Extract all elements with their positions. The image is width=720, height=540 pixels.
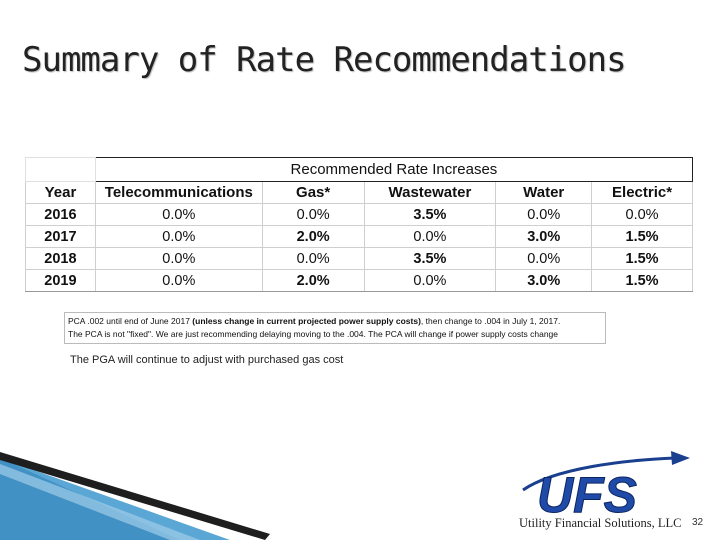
column-header-gas: Gas* <box>261 181 365 204</box>
table-row: 2018 0.0% 0.0% 3.5% 0.0% 1.5% <box>25 247 693 270</box>
rate-cell: 1.5% <box>591 225 693 248</box>
slide-title: Summary of Rate Recommendations <box>22 40 627 80</box>
table-row: 2019 0.0% 2.0% 0.0% 3.0% 1.5% <box>25 269 693 292</box>
page-number: 32 <box>692 517 704 528</box>
rate-cell: 0.0% <box>261 203 365 226</box>
rate-cell: 3.5% <box>363 247 497 270</box>
pca-note-line-2: The PCA is not "fixed". We are just reco… <box>68 329 559 339</box>
table-row: 2016 0.0% 0.0% 3.5% 0.0% 0.0% <box>25 203 693 226</box>
rate-cell: 3.0% <box>495 225 593 248</box>
rate-recommendations-table: Recommended Rate Increases Year Telecomm… <box>25 157 694 292</box>
rate-cell: 0.0% <box>94 269 263 292</box>
ufs-logo: UFS Utility Financial Solutions, LLC <box>515 450 700 538</box>
rate-cell: 0.0% <box>591 203 693 226</box>
rate-cell: 0.0% <box>495 247 593 270</box>
year-cell: 2016 <box>25 203 96 226</box>
column-header-electric: Electric* <box>591 181 693 204</box>
rate-cell: 1.5% <box>591 247 693 270</box>
rate-cell: 3.0% <box>495 269 593 292</box>
rate-cell: 2.0% <box>261 225 365 248</box>
logo-letters: UFS <box>537 467 637 516</box>
year-cell: 2019 <box>25 269 96 292</box>
rate-cell: 0.0% <box>363 269 497 292</box>
table-group-header: Recommended Rate Increases <box>94 157 694 182</box>
rate-cell: 0.0% <box>94 225 263 248</box>
year-cell: 2017 <box>25 225 96 248</box>
pca-note-line-1: PCA .002 until end of June 2017 (unless … <box>68 316 561 326</box>
table-row: 2017 0.0% 2.0% 0.0% 3.0% 1.5% <box>25 225 693 248</box>
table-column-header-row: Year Telecommunications Gas* Wastewater … <box>25 181 693 204</box>
rate-cell: 0.0% <box>94 247 263 270</box>
column-header-water: Water <box>495 181 593 204</box>
rate-cell: 0.0% <box>94 203 263 226</box>
pca-note-box: PCA .002 until end of June 2017 (unless … <box>64 312 606 344</box>
rate-cell: 2.0% <box>261 269 365 292</box>
rate-cell: 0.0% <box>495 203 593 226</box>
column-header-wastewater: Wastewater <box>363 181 497 204</box>
table-corner-cell <box>25 157 96 182</box>
rate-cell: 3.5% <box>363 203 497 226</box>
column-header-telecommunications: Telecommunications <box>94 181 263 204</box>
column-header-year: Year <box>25 181 96 204</box>
decorative-swoosh <box>0 452 270 540</box>
rate-cell: 1.5% <box>591 269 693 292</box>
table-group-header-row: Recommended Rate Increases <box>25 157 694 182</box>
logo-graphic: UFS <box>522 451 690 516</box>
logo-company-name: Utility Financial Solutions, LLC <box>519 516 682 530</box>
pga-note: The PGA will continue to adjust with pur… <box>70 354 344 366</box>
rate-cell: 0.0% <box>363 225 497 248</box>
rate-cell: 0.0% <box>261 247 365 270</box>
year-cell: 2018 <box>25 247 96 270</box>
